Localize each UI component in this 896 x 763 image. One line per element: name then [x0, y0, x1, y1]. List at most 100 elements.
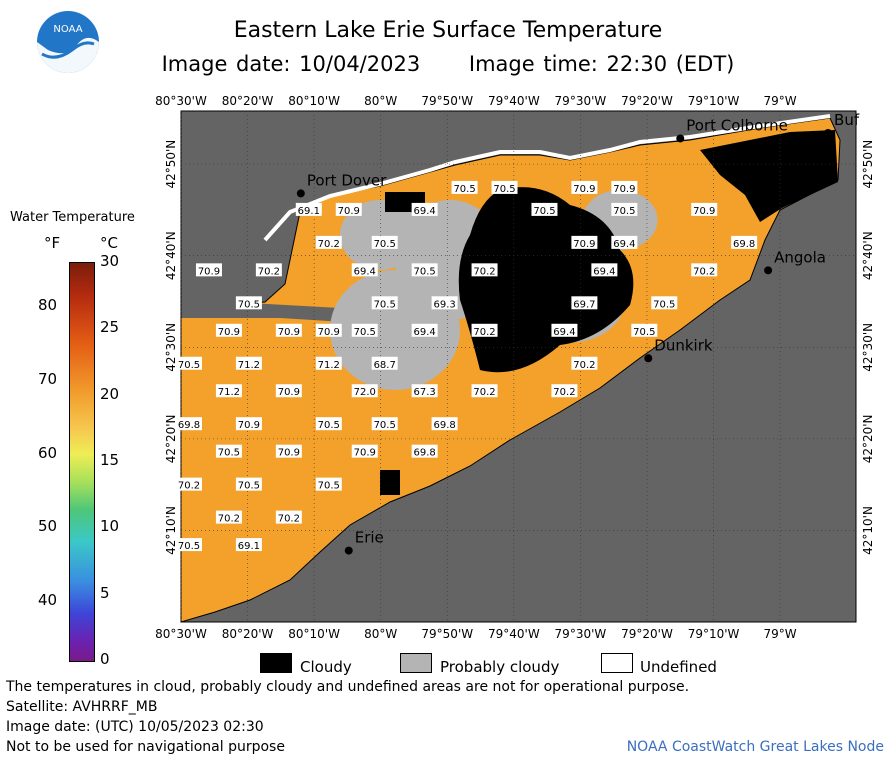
temperature-label: 69.4	[593, 266, 615, 277]
temperature-label: 70.5	[238, 299, 260, 310]
bottom-lon-tick: 80°20'W	[222, 627, 274, 641]
temperature-label: 69.8	[414, 448, 436, 459]
temperature-label-box	[315, 477, 342, 491]
temperature-label-box	[371, 417, 398, 431]
temperature-label-box	[411, 263, 438, 277]
temperature-label: 70.5	[613, 206, 635, 217]
legend-c-label: 30	[100, 252, 120, 270]
city-label: Dunkirk	[654, 336, 713, 354]
top-lon-tick: 79°30'W	[555, 94, 607, 108]
legend-c-label: 15	[100, 451, 120, 469]
temperature-label: 70.5	[318, 420, 340, 431]
temperature-label-box	[351, 263, 378, 277]
legend-unit-c: °C	[100, 234, 118, 252]
legend-f-label: 40	[38, 591, 58, 610]
temperature-label-box	[275, 510, 302, 524]
temperature-label: 67.3	[414, 387, 436, 398]
temperature-label: 71.2	[218, 387, 240, 398]
temperature-label: 70.9	[613, 184, 635, 195]
temperature-label-box	[351, 444, 378, 458]
legend-f-label: 50	[38, 517, 58, 536]
temperature-label: 70.5	[374, 239, 396, 250]
city-label: Angola	[774, 248, 826, 266]
temperature-label-box	[611, 235, 638, 249]
temperature-label: 70.9	[238, 420, 260, 431]
nav-warning-text: Not to be used for navigational purpose	[6, 739, 285, 755]
temperature-label-box	[351, 384, 378, 398]
temperature-label-box	[175, 417, 202, 431]
temperature-label: 69.4	[553, 327, 575, 338]
legend-c-label: 10	[100, 517, 120, 536]
temperature-label-box	[411, 202, 438, 216]
temperature-label-box	[411, 384, 438, 398]
temperature-label-box	[315, 235, 342, 249]
temperature-label: 70.5	[354, 327, 376, 338]
temperature-label: 72.0	[354, 387, 376, 398]
utc-date-text: Image date: (UTC) 10/05/2023 02:30	[6, 719, 264, 735]
temperature-label: 70.2	[473, 266, 495, 277]
temperature-label: 70.5	[633, 327, 655, 338]
city-marker	[764, 266, 773, 275]
cloudy-swatch	[260, 653, 292, 673]
temperature-label-box	[335, 202, 362, 216]
probably-cloudy-area	[340, 200, 420, 270]
temperature-label: 70.5	[653, 299, 675, 310]
temperature-label-box	[691, 202, 718, 216]
temperature-label: 69.4	[414, 206, 436, 217]
temperature-label: 70.9	[278, 448, 300, 459]
temperature-label-box	[215, 510, 242, 524]
temperature-label-box	[315, 323, 342, 337]
city-marker	[296, 189, 305, 198]
temperature-label: 69.1	[238, 541, 260, 552]
temperature-label-box	[731, 235, 758, 249]
temperature-label-box	[471, 384, 498, 398]
temperature-label: 70.2	[278, 514, 300, 525]
temperature-label-box	[611, 180, 638, 194]
temperature-label-box	[215, 323, 242, 337]
city-marker	[824, 128, 833, 137]
temperature-label: 70.5	[533, 206, 555, 217]
cloud-area-south	[380, 470, 400, 495]
cloud-area-central	[458, 187, 634, 373]
image-time: Image time: 22:30 (EDT)	[468, 52, 735, 76]
legend-c-label: 25	[100, 318, 120, 337]
bottom-lon-tick: 79°50'W	[421, 627, 473, 641]
temperature-label-box	[551, 323, 578, 337]
temperature-label: 70.2	[693, 266, 715, 277]
temperature-label-box	[471, 323, 498, 337]
temperature-label-box	[351, 323, 378, 337]
temperature-label-box	[315, 417, 342, 431]
legend-c-label: 20	[100, 384, 120, 403]
temperature-label-box	[175, 538, 202, 552]
cloud-area-east	[700, 130, 838, 222]
temperature-label: 70.2	[218, 514, 240, 525]
temperature-label: 71.2	[238, 360, 260, 371]
temperature-label-box	[175, 477, 202, 491]
right-lat-tick: 42°30'N	[861, 323, 875, 372]
temperature-label-box	[235, 296, 262, 310]
disclaimer-text: The temperatures in cloud, probably clou…	[6, 679, 690, 695]
temperature-label: 69.8	[433, 420, 455, 431]
temperature-label: 70.2	[178, 481, 200, 492]
temperature-label-box	[411, 444, 438, 458]
top-lon-tick: 79°W	[764, 94, 797, 108]
bottom-lon-tick: 80°10'W	[288, 627, 340, 641]
temperature-label-box	[235, 417, 262, 431]
legend-title: Water Temperature	[10, 210, 135, 225]
temperature-label: 70.5	[374, 299, 396, 310]
temperature-label: 69.3	[433, 299, 455, 310]
legend-c-label: 5	[100, 583, 110, 602]
bottom-lon-tick: 79°W	[764, 627, 797, 641]
temperature-label-box	[451, 180, 478, 194]
temperature-label-box	[371, 235, 398, 249]
temperature-label-box	[235, 477, 262, 491]
map-title: Eastern Lake Erie Surface Temperature	[233, 18, 663, 43]
long-point-land	[181, 303, 375, 322]
top-lon-tick: 79°10'W	[688, 94, 740, 108]
temperature-label: 70.5	[238, 481, 260, 492]
map-layer: 80°30'W 80°20'W 80°10'W 80°W 79°50'W 79°40'W 7…	[155, 94, 875, 641]
top-lon-tick: 80°30'W	[155, 94, 207, 108]
top-lon-tick: 80°10'W	[288, 94, 340, 108]
temperature-label-box	[571, 356, 598, 370]
